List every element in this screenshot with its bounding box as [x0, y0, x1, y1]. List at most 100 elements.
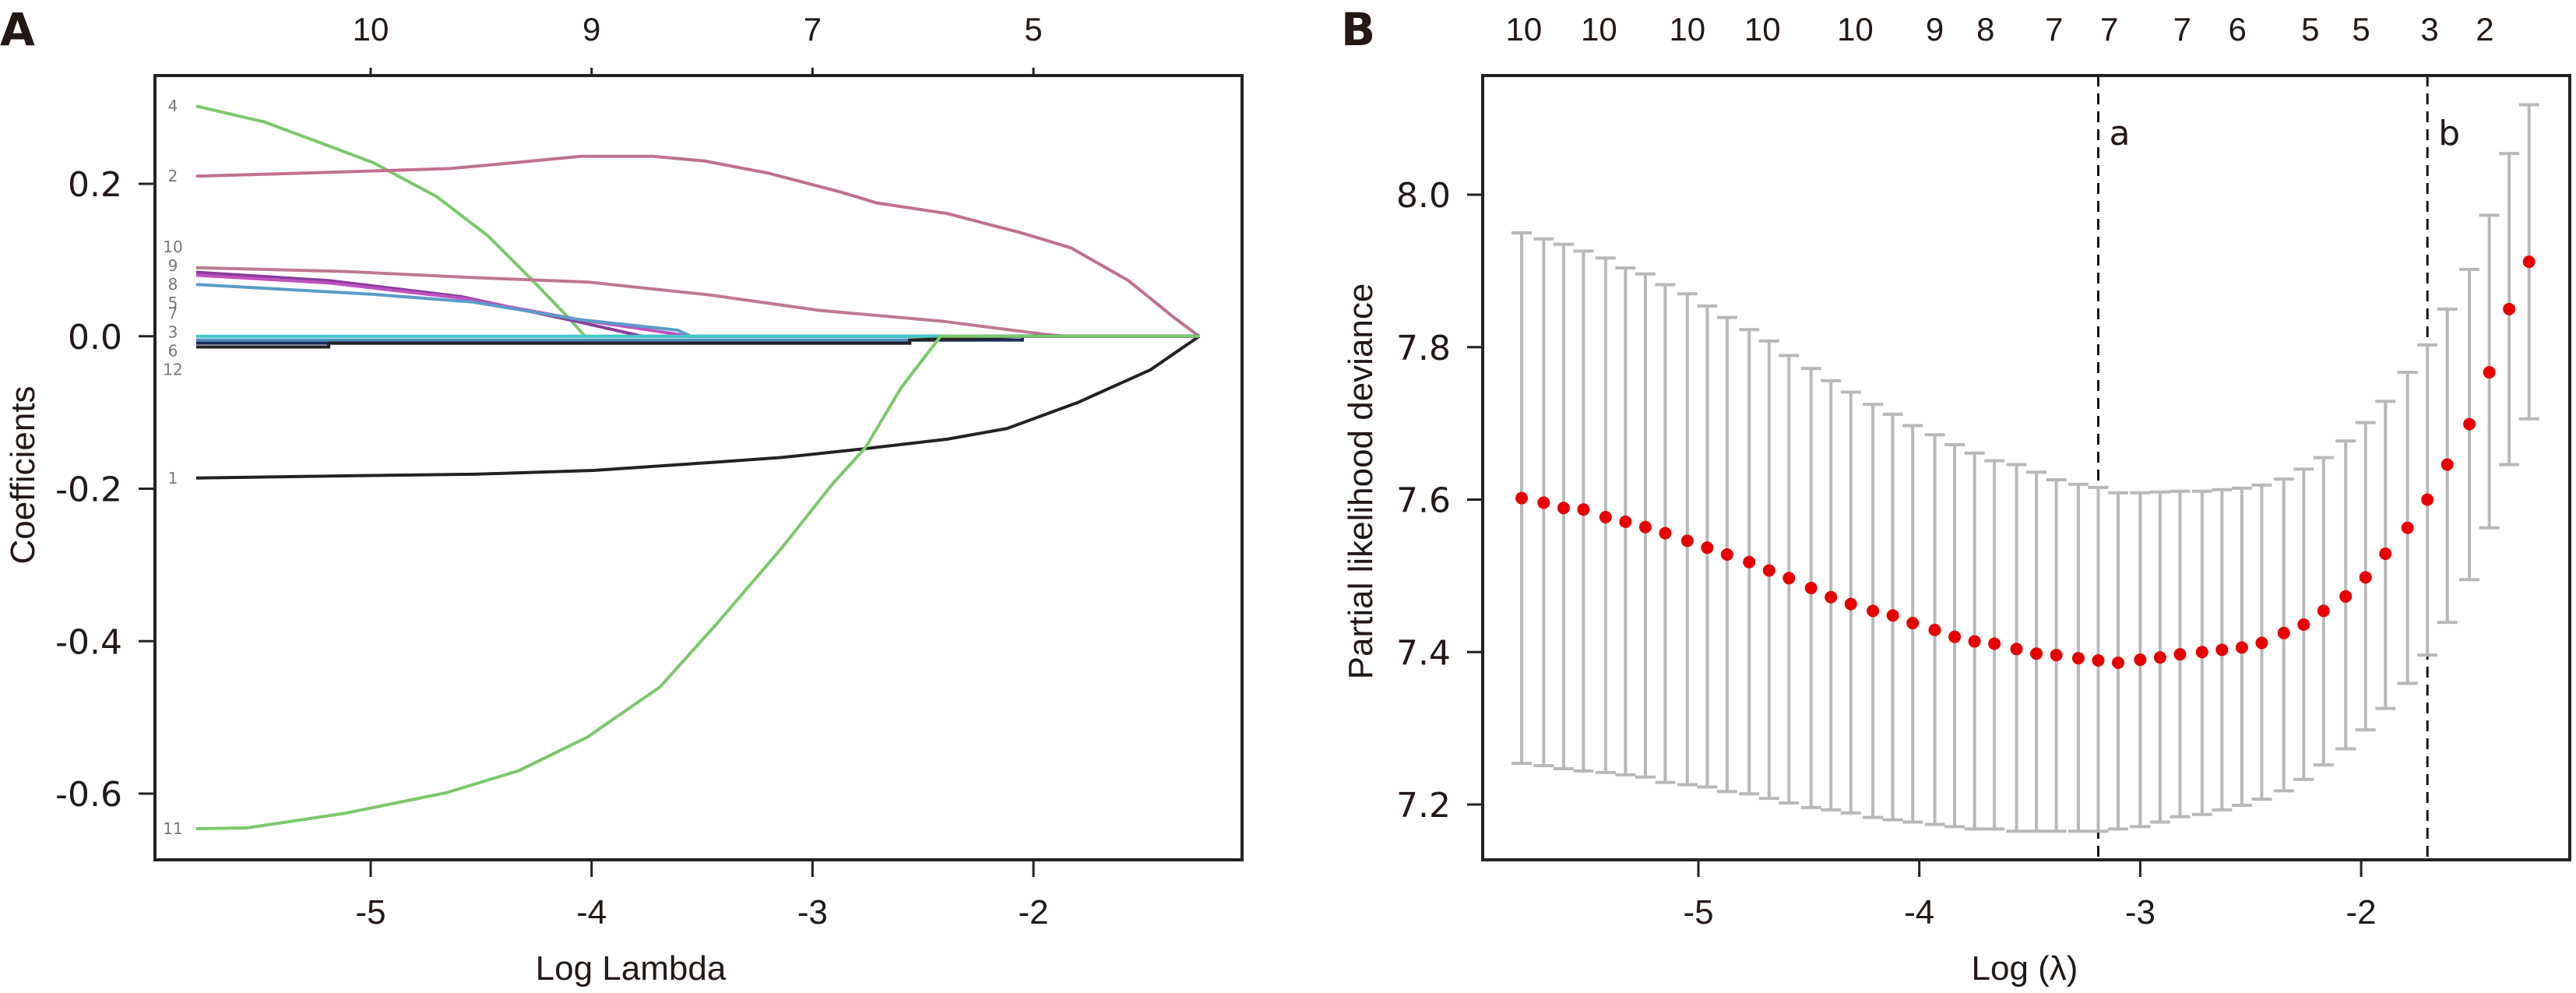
mean-deviance-point: [2379, 547, 2392, 560]
coef-line-8: [195, 273, 1199, 338]
mean-deviance-point: [2317, 604, 2330, 618]
mean-deviance-point: [1762, 564, 1775, 577]
y-tick-label-b: 7.2: [1396, 786, 1451, 826]
cv-point-group: [2335, 439, 2356, 751]
cv-point-group: [1573, 249, 1594, 773]
mean-deviance-point: [2339, 590, 2353, 603]
cv-point-group: [1758, 339, 1779, 801]
cv-point-group: [2437, 307, 2458, 625]
x-tick-label-a: -3: [797, 893, 828, 931]
line-label-7: 7: [168, 305, 178, 323]
mean-deviance-point: [1988, 637, 2001, 650]
cv-point-group: [1984, 459, 2005, 831]
cv-point-group: [1840, 390, 1861, 815]
x-axis-title-a: Log Lambda: [536, 949, 727, 988]
mean-deviance-point: [2401, 521, 2414, 534]
mean-deviance-point: [1867, 604, 1880, 618]
line-label-10: 10: [163, 238, 182, 256]
top-tick-label-b: 7: [2173, 11, 2191, 48]
mean-deviance-point: [1804, 582, 1818, 595]
mean-deviance-point: [2255, 636, 2268, 650]
top-tick-label-b: 2: [2476, 11, 2493, 48]
x-tick-label-b: -2: [2346, 893, 2377, 931]
top-tick-label-b: 10: [1506, 11, 1543, 48]
plot-frame-a: [153, 74, 1244, 861]
y-axis-title-a: Coefficients: [4, 386, 42, 564]
top-tick-label-b: 6: [2229, 11, 2247, 48]
line-label-1: 1: [168, 469, 178, 488]
top-tick-label-a: 5: [1024, 11, 1042, 48]
mean-deviance-point: [1782, 572, 1796, 585]
coef-line-1: [195, 335, 1201, 480]
mean-deviance-point: [2463, 417, 2476, 431]
cv-point-group: [1697, 304, 1718, 789]
mean-deviance-point: [2215, 643, 2229, 657]
plot-frame-b: [1481, 74, 2571, 861]
line-label-9: 9: [168, 256, 178, 275]
panel-label-b: B: [1341, 3, 1375, 56]
mean-deviance-point: [2050, 649, 2063, 662]
y-tick-label-b: 7.6: [1396, 481, 1451, 521]
cv-point-group: [1635, 272, 1656, 779]
line-label-8: 8: [168, 275, 178, 294]
mean-deviance-point: [1948, 630, 1962, 643]
cv-point-group: [2088, 485, 2109, 833]
mean-deviance-point: [1680, 534, 1694, 548]
cv-point-group: [2417, 343, 2438, 657]
x-tick-label-b: -3: [2125, 893, 2155, 931]
x-tick-label-b: -5: [1683, 893, 1713, 931]
cv-point-group: [2149, 490, 2170, 824]
top-tick-label-b: 7: [2045, 11, 2063, 48]
mean-deviance-point: [1886, 609, 1899, 622]
cv-point-group: [2273, 477, 2294, 793]
mean-deviance-point: [1557, 502, 1570, 515]
cv-point-group: [1800, 367, 1821, 809]
top-tick-label-b: 10: [1837, 11, 1874, 48]
mean-deviance-point: [1928, 623, 1941, 636]
cv-point-group: [2479, 213, 2500, 530]
cv-point-group: [2518, 103, 2539, 421]
top-tick-label-b: 5: [2301, 11, 2319, 48]
mean-deviance-point: [1825, 590, 1838, 604]
mean-deviance-point: [2359, 571, 2372, 584]
cv-point-group: [2108, 491, 2129, 831]
mean-deviance-point: [2030, 647, 2043, 660]
cv-point-group: [1882, 412, 1903, 822]
mean-deviance-point: [1906, 617, 1920, 630]
axes-a: -5 -4 -3 -20.20.0-0.2-0.4-0.610 9 7 5: [55, 11, 1049, 931]
panel-label-a: A: [0, 3, 35, 56]
line-label-5: 5: [168, 294, 178, 312]
cv-point-group: [1964, 451, 1985, 831]
mean-deviance-point: [2503, 302, 2516, 315]
mean-deviance-point: [1619, 515, 1632, 528]
cv-point-group: [1779, 354, 1800, 805]
y-tick-label-a: -0.6: [55, 775, 122, 815]
mean-deviance-point: [2010, 643, 2023, 656]
y-tick-label-a: 0.2: [68, 165, 122, 205]
mean-deviance-point: [2071, 652, 2085, 665]
cv-point-group: [1739, 328, 1760, 796]
cv-point-group: [2006, 463, 2027, 833]
y-tick-label-a: -0.2: [55, 470, 122, 510]
cv-point-group: [2313, 456, 2334, 767]
mean-deviance-point: [1537, 496, 1550, 509]
mean-deviance-point: [1599, 511, 1612, 524]
y-tick-label-b: 7.4: [1396, 633, 1451, 673]
coef-line-2: [195, 154, 1201, 338]
mean-deviance-point: [2421, 493, 2434, 506]
top-tick-label-b: 10: [1669, 11, 1705, 48]
coef-line-4: [195, 104, 1199, 338]
cv-point-group: [2046, 478, 2067, 833]
top-tick-label-b: 3: [2420, 11, 2438, 48]
cv-point-group: [2499, 152, 2520, 467]
top-tick-label-b: 10: [1744, 11, 1781, 48]
coef-line-11: [195, 334, 1199, 830]
mean-deviance-point: [1638, 520, 1652, 533]
mean-deviance-point: [1701, 541, 1714, 555]
cv-point-group: [1615, 266, 1636, 776]
cv-point-group: [1595, 256, 1616, 774]
mean-deviance-point: [2522, 255, 2536, 269]
cv-point-group: [2170, 489, 2191, 819]
line-label-6: 6: [168, 342, 178, 361]
